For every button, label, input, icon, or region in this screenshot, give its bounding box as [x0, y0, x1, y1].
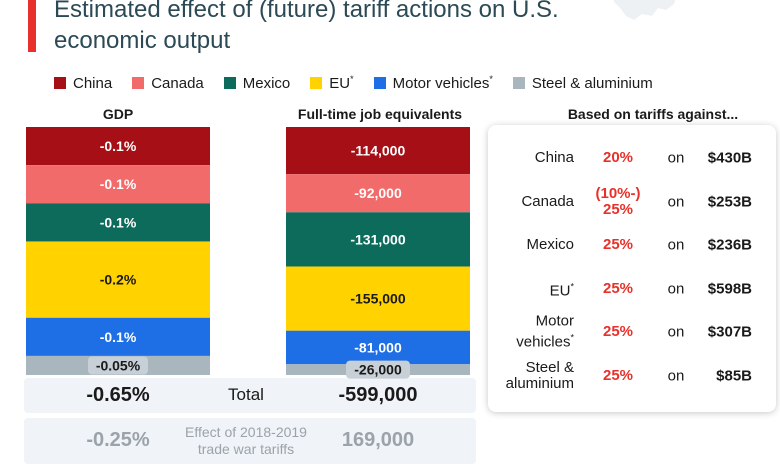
tariffs-column-header: Based on tariffs against... [567, 106, 739, 122]
data-label: -155,000 [350, 291, 405, 307]
data-label-pad [88, 356, 148, 375]
data-label: -26,000 [354, 362, 402, 378]
tariff-on-label: on [667, 149, 685, 167]
trade-war-jobs-value: 169,000 [341, 429, 415, 451]
tariff-rate: 25% [602, 367, 634, 384]
bar-segment-gdp-mexico [26, 203, 210, 242]
legend-swatch-eu [310, 77, 323, 89]
bar-segment-jobs-eu [286, 266, 470, 331]
tariff-target: Mexico [526, 236, 574, 253]
data-label: -0.2% [100, 272, 137, 288]
tariff-on-label: on [667, 236, 685, 254]
title-accent-bar [28, 0, 36, 52]
bar-segment-jobs-motor-vehicles [286, 330, 470, 365]
data-label: -0.1% [100, 214, 137, 230]
data-label: -114,000 [351, 143, 406, 159]
bar-segment-jobs-canada [286, 174, 470, 213]
legend-swatch-steel-aluminium [512, 77, 525, 89]
total-label: Total [228, 385, 264, 404]
trade-war-row [24, 418, 476, 464]
tariff-target: Motor vehicles* [516, 312, 574, 351]
legend-item-canada: Canada [132, 75, 204, 92]
chart-title: Estimated effect of (future) tariff acti… [54, 0, 559, 54]
legend-label: Motor vehicles* [392, 74, 493, 92]
bar-segment-gdp-eu [26, 241, 210, 318]
data-label: -131,000 [350, 231, 405, 247]
data-label: -81,000 [354, 339, 402, 355]
legend: China Canada Mexico EU* Motor vehicles* … [54, 74, 653, 92]
tariff-amount: $430B [707, 149, 752, 167]
data-label: -92,000 [354, 185, 402, 201]
tariff-row-mexico: Mexico 25% on $236B [488, 225, 776, 265]
bar-segment-gdp-motor-vehicles [26, 317, 210, 356]
tariff-on-label: on [667, 367, 685, 385]
tariff-rate: 20% [602, 149, 634, 166]
legend-item-china: China [54, 75, 112, 92]
legend-label: Mexico [242, 74, 291, 92]
legend-item-eu: EU* [310, 74, 354, 92]
tariff-on-label: on [667, 323, 685, 341]
jobs-total-value: -599,000 [338, 384, 418, 406]
trade-war-label: Effect of 2018-2019 trade war tariffs [164, 424, 328, 458]
legend-item-steel-aluminium: Steel & aluminium [512, 74, 653, 92]
bar-segment-jobs-mexico [286, 212, 470, 267]
tariff-on-label: on [667, 280, 685, 298]
total-row [24, 378, 476, 413]
trade-war-gdp-value: -0.25% [86, 429, 150, 451]
tariff-amount: $236B [707, 236, 752, 254]
tariff-target: EU* [549, 281, 574, 300]
bar-segment-gdp-china [26, 127, 210, 166]
data-label: -0.1% [100, 138, 137, 154]
legend-label: EU* [329, 74, 354, 92]
tariff-amount: $307B [707, 323, 752, 341]
tariff-on-label: on [667, 193, 685, 211]
tariff-rate: 25% [602, 323, 634, 340]
tariff-rate: (10%-) 25% [595, 185, 641, 218]
tariff-amount: $253B [707, 193, 752, 211]
gdp-column-header: GDP [102, 106, 134, 122]
us-map-icon [613, 0, 676, 20]
data-label-pad [346, 360, 410, 379]
data-label: -0.1% [100, 329, 137, 345]
tariff-row-china: China 20% on $430B [488, 138, 776, 178]
tariff-target: Steel & aluminium [505, 359, 574, 392]
tariff-target: Canada [521, 193, 574, 210]
legend-label: Steel & aluminium [531, 74, 653, 92]
tariff-amount: $598B [707, 280, 752, 298]
trade-war-label-line: Effect of 2018-2019 [185, 424, 307, 440]
legend-swatch-canada [132, 77, 145, 89]
tariff-row-eu: EU* 25% on $598B [488, 269, 776, 309]
legend-swatch-motor-vehicles [373, 77, 386, 89]
data-label: -0.05% [96, 357, 141, 373]
bar-segment-gdp-canada [26, 165, 210, 204]
trade-war-label-line: trade war tariffs [197, 441, 295, 457]
tariff-amount: $85B [716, 367, 752, 385]
legend-item-motor-vehicles: Motor vehicles* [373, 74, 493, 92]
legend-swatch-mexico [223, 77, 236, 89]
tariff-rate: 25% [602, 280, 634, 297]
tariff-panel [488, 125, 776, 412]
tariff-row-steel-aluminium: Steel & aluminium 25% on $85B [488, 356, 776, 396]
legend-swatch-china [54, 77, 66, 89]
jobs-column-header: Full-time job equivalents [297, 106, 463, 122]
tariff-row-motor-vehicles: Motor vehicles* 25% on $307B [488, 312, 776, 352]
gdp-total-value: -0.65% [86, 384, 150, 406]
tariff-row-canada: Canada (10%-) 25% on $253B [488, 182, 776, 222]
bar-segment-jobs-china [286, 127, 470, 175]
legend-label: Canada [151, 74, 204, 92]
legend-label: China [73, 74, 113, 92]
data-label: -0.1% [100, 176, 137, 192]
tariff-rate: 25% [602, 236, 634, 253]
legend-item-mexico: Mexico [223, 74, 291, 92]
tariff-target: China [534, 149, 574, 166]
